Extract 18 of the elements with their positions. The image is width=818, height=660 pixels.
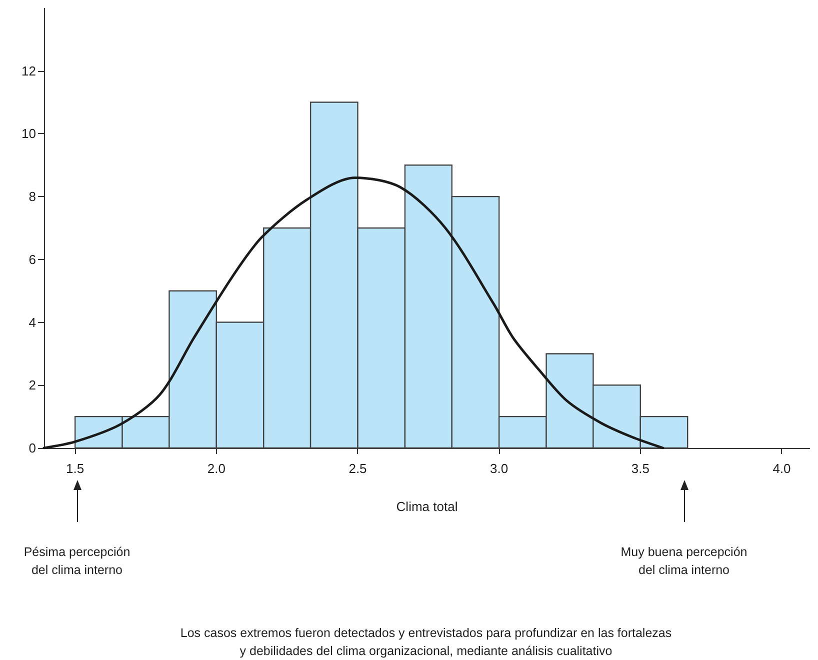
x-tick-label: 3.5 bbox=[631, 461, 650, 476]
line-series bbox=[42, 176, 664, 450]
x-tick-label: 1.5 bbox=[66, 461, 84, 476]
text: Los casos extremos fueron detectados y entrevistados para profundizar en las fortalezas y debilidades del clima organizacional, mediante análisis cualitativo bbox=[180, 625, 672, 660]
x-axis-title: Clima total bbox=[396, 499, 458, 514]
text: Muy buena percepción del clima interno bbox=[620, 544, 748, 579]
y-tick-label: 10 bbox=[22, 126, 36, 142]
y-tick-label: 0 bbox=[28, 440, 36, 456]
y-tick-label: 2 bbox=[28, 378, 36, 393]
x-tick-label: 4.0 bbox=[772, 461, 791, 476]
x-tick-label: 3.0 bbox=[490, 461, 508, 476]
y-tick-label: 12 bbox=[22, 63, 36, 78]
y-tick-label: 8 bbox=[28, 189, 36, 204]
x-tick-label: 2.0 bbox=[207, 461, 226, 476]
text: Pésima percepción del clima interno bbox=[24, 544, 130, 579]
x-tick-label: 2.5 bbox=[348, 461, 367, 476]
y-tick-label: 4 bbox=[28, 314, 36, 330]
y-tick-label: 6 bbox=[28, 252, 36, 267]
